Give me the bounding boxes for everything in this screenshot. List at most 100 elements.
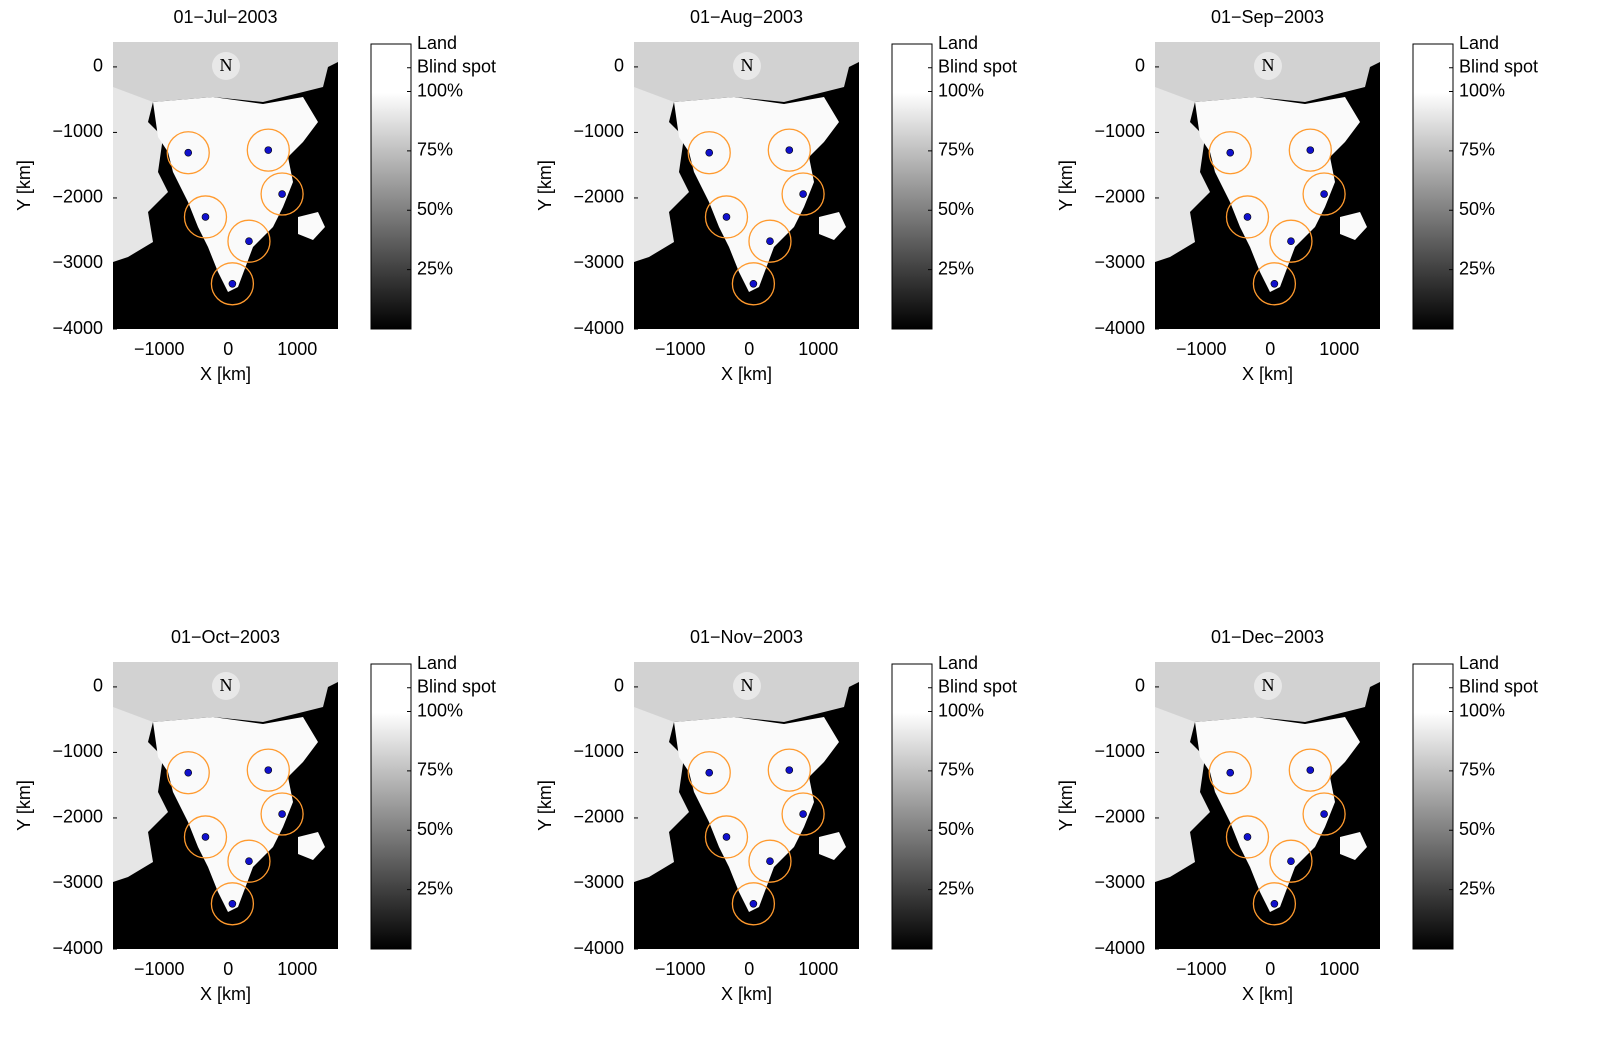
- chart-title: 01−Nov−2003: [690, 627, 803, 647]
- map: [113, 42, 338, 329]
- y-tick-label: −3000: [52, 252, 103, 272]
- station: [766, 858, 773, 865]
- y-tick-label: 0: [614, 676, 624, 696]
- x-tick-label: −1000: [134, 339, 185, 359]
- colorbar-tick-label: Blind spot: [417, 57, 496, 77]
- y-tick-label: −3000: [573, 872, 624, 892]
- y-tick-label: −2000: [1094, 187, 1145, 207]
- station: [1321, 811, 1328, 818]
- station: [202, 213, 209, 220]
- chart-title: 01−Sep−2003: [1211, 7, 1324, 27]
- colorbar: [1413, 664, 1453, 949]
- station: [229, 280, 236, 287]
- colorbar-tick-label: 25%: [938, 258, 974, 278]
- map: [1155, 42, 1380, 329]
- station: [245, 858, 252, 865]
- y-tick-label: −4000: [1094, 318, 1145, 338]
- colorbar-tick-label: Blind spot: [938, 677, 1017, 697]
- colorbar-tick-label: 75%: [1459, 140, 1495, 160]
- colorbar-tick-label: 50%: [1459, 199, 1495, 219]
- north-label: N: [1262, 675, 1275, 695]
- y-tick-label: −1000: [52, 741, 103, 761]
- station: [1287, 238, 1294, 245]
- station: [706, 769, 713, 776]
- y-tick-label: −3000: [1094, 872, 1145, 892]
- station: [1307, 767, 1314, 774]
- station: [1321, 191, 1328, 198]
- colorbar-tick-label: 100%: [938, 700, 984, 720]
- colorbar-tick-label: 50%: [938, 199, 974, 219]
- colorbar-tick-label: 100%: [938, 80, 984, 100]
- chart-title: 01−Jul−2003: [173, 7, 277, 27]
- station: [786, 147, 793, 154]
- x-tick-label: 1000: [1319, 339, 1359, 359]
- chart-title: 01−Aug−2003: [690, 7, 803, 27]
- x-tick-label: 1000: [277, 339, 317, 359]
- station: [750, 900, 757, 907]
- station: [185, 769, 192, 776]
- y-tick-label: −2000: [52, 187, 103, 207]
- colorbar-tick-label: 25%: [938, 878, 974, 898]
- colorbar-tick-label: 100%: [1459, 80, 1505, 100]
- north-label: N: [220, 675, 233, 695]
- colorbar-tick-label: 75%: [417, 140, 453, 160]
- y-tick-label: −1000: [573, 121, 624, 141]
- y-tick-label: −2000: [573, 807, 624, 827]
- map: [634, 662, 859, 949]
- chart-title: 01−Oct−2003: [171, 627, 280, 647]
- colorbar-tick-label: 100%: [1459, 700, 1505, 720]
- x-axis-label: X [km]: [1242, 364, 1293, 384]
- station: [786, 767, 793, 774]
- y-tick-label: −1000: [573, 741, 624, 761]
- figure: N −1000 0 1000 −4000 −3000 −2000 −1000 0 01−Jul−2…: [0, 0, 1614, 1042]
- station: [1244, 213, 1251, 220]
- colorbar-tick-label: 50%: [1459, 819, 1495, 839]
- x-tick-label: 0: [223, 959, 233, 979]
- colorbar: [892, 44, 932, 329]
- station: [245, 238, 252, 245]
- y-axis-label: Y [km]: [14, 160, 34, 211]
- x-tick-label: 0: [744, 339, 754, 359]
- y-axis-label: Y [km]: [14, 780, 34, 831]
- y-tick-label: −2000: [52, 807, 103, 827]
- y-tick-label: −4000: [573, 318, 624, 338]
- map: [634, 42, 859, 329]
- y-tick-label: −4000: [573, 938, 624, 958]
- x-tick-label: 1000: [798, 959, 838, 979]
- station: [1307, 147, 1314, 154]
- colorbar: [371, 44, 411, 329]
- station: [265, 147, 272, 154]
- station: [750, 280, 757, 287]
- colorbar-tick-label: Land: [417, 653, 457, 673]
- station: [202, 833, 209, 840]
- station: [265, 767, 272, 774]
- colorbar-tick-label: Land: [938, 33, 978, 53]
- y-axis-label: Y [km]: [535, 160, 555, 211]
- page: N −1000 0 1000 −4000 −3000 −2000 −1000 0 01−Jul−2…: [0, 0, 1614, 1042]
- x-tick-label: 1000: [798, 339, 838, 359]
- colorbar-tick-label: 75%: [938, 760, 974, 780]
- station: [1227, 149, 1234, 156]
- colorbar-tick-label: 25%: [1459, 878, 1495, 898]
- y-tick-label: 0: [93, 676, 103, 696]
- y-tick-label: −2000: [573, 187, 624, 207]
- colorbar-tick-label: 50%: [417, 819, 453, 839]
- colorbar-tick-label: 100%: [417, 700, 463, 720]
- x-axis-label: X [km]: [1242, 984, 1293, 1004]
- x-tick-label: −1000: [655, 339, 706, 359]
- colorbar-tick-label: 25%: [1459, 258, 1495, 278]
- colorbar-tick-label: 50%: [417, 199, 453, 219]
- colorbar-tick-label: Blind spot: [1459, 57, 1538, 77]
- y-tick-label: −4000: [52, 938, 103, 958]
- colorbar-tick-label: Blind spot: [1459, 677, 1538, 697]
- x-tick-label: −1000: [655, 959, 706, 979]
- colorbar: [1413, 44, 1453, 329]
- station: [1227, 769, 1234, 776]
- station: [279, 191, 286, 198]
- x-tick-label: −1000: [134, 959, 185, 979]
- colorbar-tick-label: 25%: [417, 258, 453, 278]
- station: [229, 900, 236, 907]
- station: [185, 149, 192, 156]
